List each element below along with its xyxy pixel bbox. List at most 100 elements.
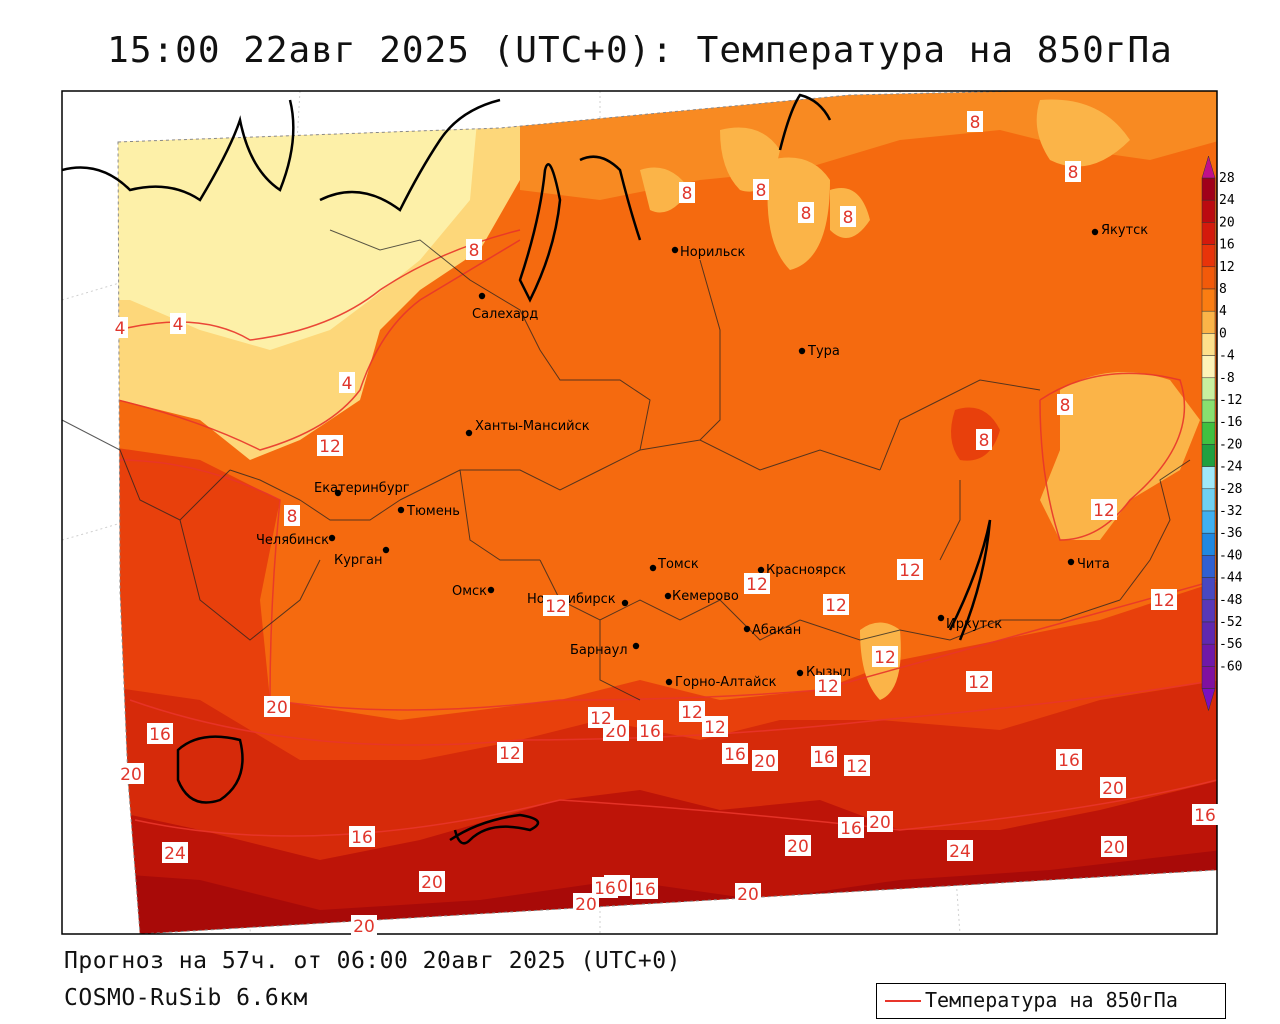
contour-label-bg [679, 701, 705, 722]
contour-label: 8 [287, 507, 298, 527]
contour-label-bg [147, 723, 173, 744]
colorbar-tick-label: 4 [1219, 304, 1227, 319]
colorbar-bottom-arrow [1201, 688, 1216, 712]
domain-border [117, 91, 1217, 934]
colorbar-tick-label: -24 [1219, 460, 1243, 475]
contour-label-bg [753, 179, 769, 200]
contour-label-bg [897, 559, 923, 580]
colorbar-tick-label: 20 [1219, 215, 1235, 230]
contour-label-bg [543, 595, 569, 616]
contour-label-bg [170, 313, 186, 334]
contour-label: 12 [319, 437, 341, 457]
contour-label-bg [588, 707, 614, 728]
city-dot [632, 642, 640, 650]
model-name: COSMO-RuSib 6.6км [64, 985, 308, 1011]
city-label: Красноярск [766, 563, 846, 578]
legend-box: Температура на 850гПа [876, 983, 1226, 1019]
colorbar-tick-label: -52 [1219, 615, 1242, 630]
contour-label: 12 [545, 597, 567, 617]
colorbar-tick-label: 16 [1219, 238, 1235, 253]
contour-label: 12 [681, 703, 703, 723]
colorbar-segment [1201, 266, 1216, 290]
contour-label: 12 [968, 673, 990, 693]
contour-label-bg [867, 811, 893, 832]
city-label: Абакан [752, 623, 801, 638]
contour-label-bg [1056, 749, 1082, 770]
contour-label: 20 [787, 837, 809, 857]
contour-label: 12 [825, 596, 847, 616]
contour-label-bg [838, 817, 864, 838]
colorbar-tick-label: -12 [1219, 393, 1242, 408]
city-label: Барнаул [570, 643, 628, 658]
city-dot [796, 669, 804, 677]
map-frame [61, 90, 1218, 935]
contour-label: 20 [1102, 779, 1124, 799]
city-label: Ханты-Мансийск [475, 419, 590, 434]
contour-label: 8 [970, 113, 981, 133]
colorbar-segment [1201, 666, 1216, 689]
region-borders [62, 229, 1191, 701]
contour-label: 16 [594, 879, 616, 899]
contour-label-bg [339, 372, 355, 393]
contour-label-bg [1151, 589, 1177, 610]
contour-label: 20 [575, 895, 597, 915]
colorbar: 28 24 20 16 12 8 4 0 -4 -8 -12 -16 -20 -24 -28 -32 -36 -4… [1201, 155, 1243, 712]
contour-label-bg [947, 840, 973, 861]
contour-label: 20 [120, 765, 142, 785]
contour-label: 16 [1194, 806, 1216, 826]
contour-label-bg [118, 763, 144, 784]
colorbar-tick-label: 24 [1219, 193, 1235, 208]
contour-label: 8 [1068, 163, 1079, 183]
colorbar-tick-label: -60 [1219, 659, 1242, 674]
city-dot [743, 625, 751, 633]
contour-label: 24 [949, 842, 971, 862]
contour-label-bg [752, 750, 778, 771]
contour-label: 12 [590, 709, 612, 729]
contour-label: 12 [1093, 501, 1115, 521]
colorbar-tick-label: -44 [1219, 571, 1243, 586]
contour-label-bg [976, 429, 992, 450]
city-dot [1091, 228, 1099, 236]
colorbar-segment [1201, 577, 1216, 601]
contour-label: 16 [634, 880, 656, 900]
contour-label: 8 [801, 204, 812, 224]
colorbar-tick-label: -28 [1219, 482, 1242, 497]
colorbar-segment [1201, 399, 1216, 423]
contour-label: 8 [843, 208, 854, 228]
contour-label-bg [722, 743, 748, 764]
colorbar-tick-label: -56 [1219, 637, 1242, 652]
contour-label: 16 [351, 828, 373, 848]
contour-label-bg [798, 202, 814, 223]
colorbar-segment [1201, 532, 1216, 556]
contour-label-bg [497, 742, 523, 763]
contour-label-bg [592, 877, 618, 898]
contour-label-bg [679, 182, 695, 203]
city-dot [649, 564, 657, 572]
coastline [62, 93, 992, 845]
colorbar-tick-label: -4 [1219, 349, 1235, 364]
contour-label: 12 [817, 677, 839, 697]
contour-label: 20 [869, 813, 891, 833]
contour-label: 12 [1153, 591, 1175, 611]
city-label: Кемерово [672, 589, 739, 604]
contour-label-bg [1101, 836, 1127, 857]
colorbar-segment [1201, 355, 1216, 379]
colorbar-tick-label: -40 [1219, 548, 1242, 563]
contour-label-bg [349, 826, 375, 847]
contour-label: 12 [746, 575, 768, 595]
colorbar-segment [1201, 643, 1216, 667]
city-dot [937, 614, 945, 622]
colorbar-tick-label: 0 [1219, 326, 1227, 341]
contour-label: 4 [115, 319, 126, 339]
contour-label-bg [966, 671, 992, 692]
contour-label-bg [823, 594, 849, 615]
forecast-info: Прогноз на 57ч. от 06:00 20авг 2025 (UTC… [64, 948, 681, 974]
contour-label: 16 [840, 819, 862, 839]
colorbar-tick-label: 12 [1219, 260, 1235, 275]
contour-label-bg [637, 720, 663, 741]
contour-label-bg [264, 696, 290, 717]
contour-label-bg [872, 646, 898, 667]
city-dot [487, 586, 495, 594]
contour-label-bg [844, 755, 870, 776]
